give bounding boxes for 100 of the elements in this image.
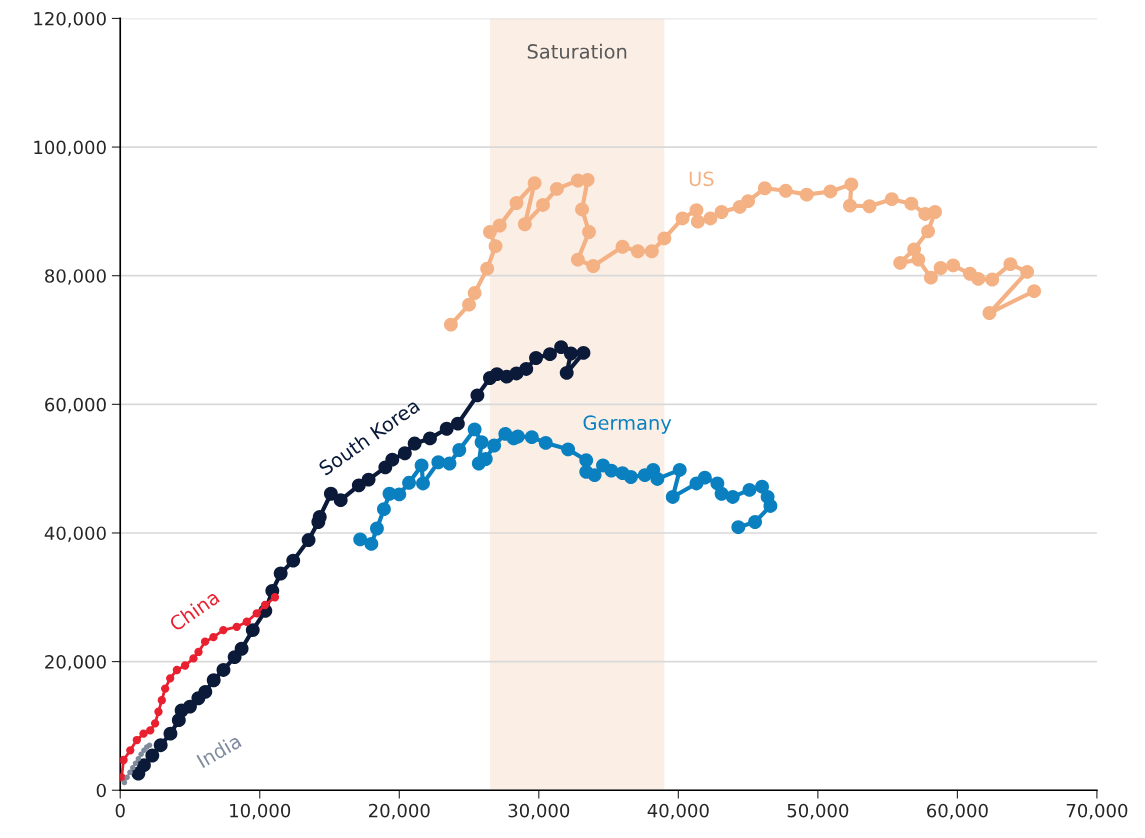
point [946,258,961,273]
point [778,183,793,198]
y-tick-label: 60,000 [45,397,106,414]
point [150,719,160,728]
point [376,502,391,517]
x-tick-label: 40,000 [647,803,709,820]
point [1027,284,1042,299]
point [904,196,919,211]
point [423,431,437,446]
point [286,553,301,568]
point [657,231,672,246]
point [884,192,899,207]
point [439,421,454,436]
point [487,438,502,453]
point [139,729,148,738]
y-tick-label: 120,000 [34,11,106,28]
x-tick-label: 50,000 [787,803,849,820]
point [921,224,936,239]
point [232,622,241,632]
point [519,362,534,376]
point [416,476,430,491]
series-label: Germany [583,415,672,434]
point [146,726,155,735]
point [985,272,1000,287]
point [844,177,859,192]
point [488,239,503,254]
point [580,172,595,187]
point [509,196,524,210]
point [138,751,144,757]
y-tick-label: 100,000 [34,140,106,157]
point [200,637,210,646]
y-tick-label: 40,000 [44,526,106,542]
point [529,351,543,365]
point [126,746,135,755]
point [242,617,251,626]
point [559,365,574,380]
point [443,317,458,332]
point [665,490,680,504]
band-label: Saturation [527,43,627,59]
point [748,515,763,529]
point [543,347,557,362]
point [467,422,482,437]
point [135,755,142,762]
point [586,259,601,273]
point [971,271,986,286]
point [757,181,772,196]
point [209,632,218,642]
y-tick-label: 0 [96,783,106,798]
point [252,609,261,618]
point [462,297,476,312]
point [799,187,814,202]
point [741,194,756,209]
point [862,199,877,214]
point [570,252,585,267]
point [714,486,729,501]
point [536,198,550,212]
point [823,184,838,199]
point [527,176,542,191]
series-label: US [689,171,714,187]
point [234,641,249,656]
point [697,470,712,485]
point [172,665,182,675]
point [923,270,938,285]
point [470,388,485,403]
point [538,435,553,450]
point [561,442,576,457]
point [893,255,908,270]
point [579,453,594,468]
point [206,673,221,688]
point [982,306,997,320]
point [763,499,778,513]
point [933,261,948,275]
point [245,623,260,638]
point [166,674,175,683]
point [755,479,769,494]
point [121,779,128,786]
point [183,699,197,714]
point [392,487,407,502]
point [1003,257,1018,272]
x-tick-label: 0 [115,803,125,818]
point [630,244,645,259]
point [198,684,213,699]
point [160,684,170,693]
point [928,205,942,219]
point [442,456,457,471]
y-tick-label: 20,000 [45,655,106,671]
point [703,211,718,226]
point [364,536,379,551]
point [742,482,757,497]
point [273,566,288,581]
point [524,430,539,445]
text: India [196,733,242,769]
y-tick-label: 80,000 [45,269,106,285]
point [333,493,348,508]
x-tick-label: 10,000 [230,803,291,820]
point [132,735,141,745]
point [163,726,178,741]
point [1020,264,1035,279]
point [216,663,231,677]
x-tick-label: 20,000 [369,803,430,820]
